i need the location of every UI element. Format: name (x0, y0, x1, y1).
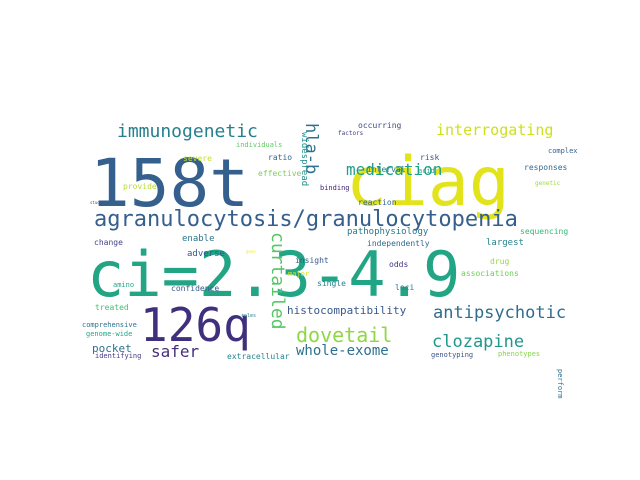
word-26: ratio (268, 153, 292, 162)
word-20: risk (420, 153, 439, 162)
word-23: responses (524, 163, 568, 172)
word-21: acid (418, 167, 435, 175)
word-13: clozapine (432, 332, 524, 352)
word-45: odds (389, 260, 408, 269)
word-55: extracellular (227, 352, 290, 361)
word-17: widespread (299, 132, 309, 186)
word-31: interval (367, 165, 406, 174)
word-29: provide (123, 182, 157, 191)
word-39: adverse (187, 249, 225, 259)
word-46: amino (113, 281, 134, 289)
word-30: study (90, 200, 103, 205)
word-22: complex (548, 147, 578, 155)
word-19: factors (338, 130, 364, 137)
word-44: major (288, 270, 309, 278)
word-54: identifying (95, 352, 141, 360)
word-43: drug (490, 257, 509, 266)
word-6: interrogating (436, 121, 553, 139)
word-42: insight (295, 256, 329, 265)
word-28: effective (258, 169, 302, 178)
word-32: binding (320, 184, 350, 192)
word-59: roles (241, 313, 256, 319)
word-36: change (94, 238, 123, 247)
word-10: antipsychotic (433, 303, 566, 323)
word-24: genetic (535, 180, 561, 187)
word-12: safer (151, 342, 200, 361)
word-18: occurring (358, 121, 402, 130)
word-25: individuals (236, 141, 282, 149)
word-56: genotyping (431, 351, 473, 359)
word-8: curtailed (267, 232, 288, 330)
word-48: associations (461, 269, 519, 278)
word-38: largest (486, 238, 524, 248)
word-34: sequencing (520, 227, 568, 236)
word-52: comprehensive (82, 321, 137, 329)
word-5: immunogenetic (117, 121, 258, 142)
word-27: severe (183, 154, 212, 163)
word-37: enable (182, 234, 215, 244)
word-35: pathophysiology (347, 227, 429, 237)
word-57: phenotypes (498, 350, 540, 358)
word-51: treated (95, 303, 129, 312)
word-33: reaction (358, 198, 397, 207)
word-47: single (317, 279, 346, 288)
word-40: independently (367, 239, 430, 248)
word-49: confidence (171, 284, 219, 293)
word-14: whole-exome (296, 343, 389, 359)
word-15: histocompatibility (287, 304, 407, 317)
word-53: genome-wide (86, 330, 132, 338)
word-4: agranulocytosis/granulocytopenia (94, 207, 518, 232)
word-41: gene (246, 249, 256, 254)
word-58: perform (556, 369, 564, 399)
word-50: loci (395, 283, 414, 292)
